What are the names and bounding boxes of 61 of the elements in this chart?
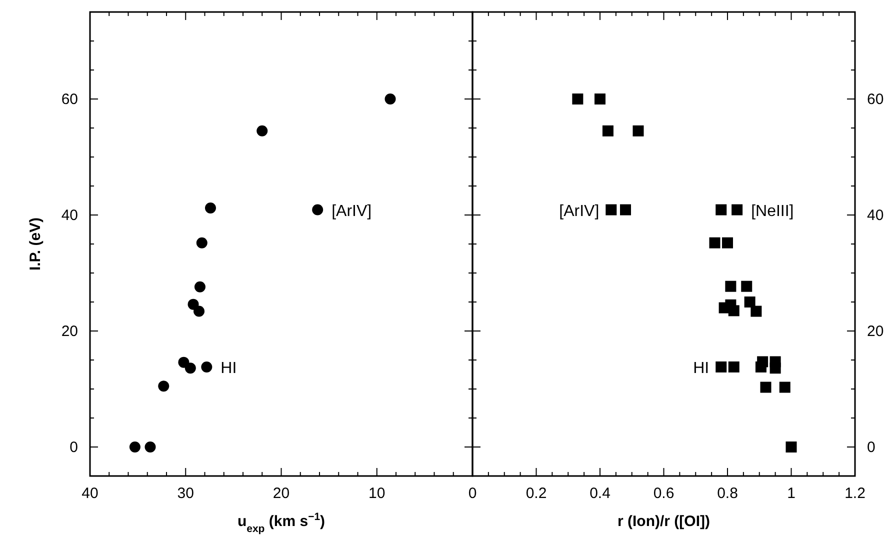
annotation: HI (220, 360, 237, 377)
point (632, 125, 644, 136)
y-axis-title: I.P. (eV) (27, 217, 44, 271)
x-tick-label: 1 (787, 485, 796, 502)
x-tick-label: 10 (368, 485, 386, 502)
point (194, 281, 206, 292)
point (725, 280, 736, 292)
x-tick-label: 1.2 (844, 485, 866, 502)
y-tick-label: 60 (61, 91, 78, 108)
point (572, 94, 584, 104)
point (256, 125, 268, 136)
x-tick-label: 0.8 (717, 485, 738, 502)
point (196, 237, 208, 248)
point (606, 204, 617, 216)
annotation: HI (693, 360, 710, 377)
point (786, 442, 797, 452)
point (732, 204, 743, 216)
point (760, 382, 772, 393)
point (779, 382, 790, 393)
point (620, 204, 631, 216)
x-tick-label: 30 (177, 485, 194, 502)
x-tick-label: 0 (468, 485, 477, 502)
point (741, 280, 752, 292)
point (204, 202, 216, 214)
y-tick-label: 20 (61, 323, 78, 340)
y-tick-label: 0 (70, 439, 78, 456)
point (129, 442, 140, 452)
x-tick-label: 40 (82, 485, 98, 502)
y-tick-label: 60 (867, 91, 884, 108)
x-tick-label: 0.4 (590, 485, 610, 502)
x-tick-label: 20 (272, 485, 290, 502)
point (722, 237, 733, 248)
point (144, 442, 156, 452)
x-tick-label: 0.2 (526, 485, 547, 502)
point (194, 306, 205, 317)
x-axis-title: r (Ion)/r ([OI]) (618, 513, 710, 530)
point (602, 125, 614, 136)
point (750, 306, 762, 317)
y-tick-label: 40 (61, 207, 78, 224)
point (770, 362, 781, 374)
point (728, 361, 740, 372)
point (384, 94, 396, 104)
point (178, 356, 190, 368)
point (201, 361, 212, 372)
point (184, 362, 196, 374)
x-axis-title: u$_{exp}$ (km s$^{−1}$) (237, 511, 326, 535)
annotation: [ArIV] (559, 202, 600, 220)
annotation: [NeIII] (751, 202, 794, 220)
y-tick-label: 0 (867, 439, 876, 456)
annotation: [ArIV] (332, 202, 372, 220)
y-tick-label: 40 (867, 207, 884, 224)
y-tick-label: 20 (867, 323, 884, 340)
point (757, 356, 768, 368)
point (744, 296, 756, 308)
point (312, 204, 324, 216)
point (716, 204, 727, 216)
point (158, 380, 170, 392)
point (716, 361, 727, 372)
x-tick-label: 0.6 (653, 485, 674, 502)
point (594, 94, 606, 104)
point (709, 237, 720, 248)
